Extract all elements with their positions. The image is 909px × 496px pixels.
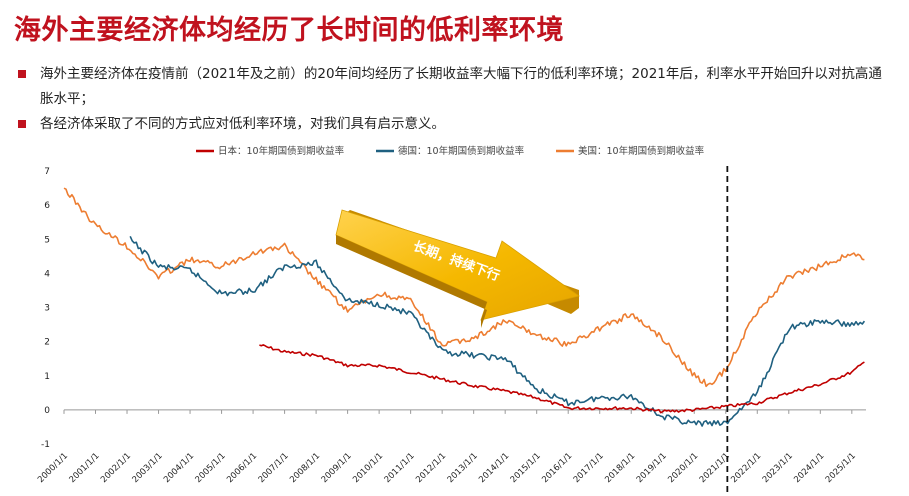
bullet-square-icon — [18, 120, 26, 128]
bullet-item-1: 海外主要经济体在疫情前（2021年及之前）的20年间均经历了长期收益率大幅下行的… — [14, 62, 894, 112]
x-tick-label: 2007/1/1 — [257, 451, 291, 485]
x-tick-label: 2005/1/1 — [194, 451, 228, 485]
x-tick-label: 2000/1/1 — [36, 451, 70, 485]
bullet-square-icon — [18, 70, 26, 78]
y-tick-label: 7 — [44, 167, 50, 177]
x-tick-label: 2023/1/1 — [761, 451, 795, 485]
yield-chart: 日本：10年期国债到期收益率 德国：10年期国债到期收益率 美国：10年期国债到期收… — [36, 145, 866, 496]
x-tick-label: 2017/1/1 — [572, 451, 606, 485]
legend-label: 日本：10年期国债到期收益率 — [218, 145, 345, 157]
x-tick-label: 2016/1/1 — [540, 451, 574, 485]
bullet-text-2: 各经济体采取了不同的方式应对低利率环境，对我们具有启示意义。 — [40, 116, 445, 132]
x-tick-label: 2009/1/1 — [320, 451, 354, 485]
legend-label: 美国：10年期国债到期收益率 — [578, 145, 705, 157]
chart-axes: -1 0 1 2 3 4 5 6 7 2000/1/12001/1/12002/1/12003/1… — [36, 167, 866, 485]
y-tick-label: 3 — [44, 304, 50, 314]
downtrend-arrow: 长期，持续下行 — [335, 209, 580, 328]
y-tick-label: 5 — [44, 235, 50, 245]
y-tick-label: 2 — [44, 338, 50, 348]
bullet-list: 海外主要经济体在疫情前（2021年及之前）的20年间均经历了长期收益率大幅下行的… — [14, 62, 894, 137]
x-tick-label: 2002/1/1 — [99, 451, 133, 485]
x-tick-label: 2025/1/1 — [824, 451, 858, 485]
chart-series — [63, 187, 866, 427]
series-line-us — [63, 187, 865, 388]
x-tick-label: 2008/1/1 — [288, 451, 322, 485]
chart-legend: 日本：10年期国债到期收益率 德国：10年期国债到期收益率 美国：10年期国债到期收… — [196, 145, 705, 157]
x-tick-label: 2014/1/1 — [477, 451, 511, 485]
x-tick-label: 2010/1/1 — [351, 451, 385, 485]
x-tick-label: 2011/1/1 — [383, 451, 417, 485]
x-tick-label: 2024/1/1 — [792, 451, 826, 485]
x-tick-label: 2006/1/1 — [225, 451, 259, 485]
x-tick-label: 2012/1/1 — [414, 451, 448, 485]
bullet-text-1: 海外主要经济体在疫情前（2021年及之前）的20年间均经历了长期收益率大幅下行的… — [40, 66, 882, 107]
x-tick-label: 2019/1/1 — [635, 451, 669, 485]
x-tick-label: 2015/1/1 — [509, 451, 543, 485]
legend-label: 德国：10年期国债到期收益率 — [398, 145, 525, 157]
bullet-item-2: 各经济体采取了不同的方式应对低利率环境，对我们具有启示意义。 — [14, 112, 894, 137]
y-tick-label: 6 — [44, 201, 50, 211]
x-tick-label: 2020/1/1 — [666, 451, 700, 485]
x-tick-label: 2018/1/1 — [603, 451, 637, 485]
x-tick-label: 2003/1/1 — [131, 451, 165, 485]
x-tick-label: 2022/1/1 — [729, 451, 763, 485]
y-tick-label: 4 — [44, 269, 50, 279]
x-tick-label: 2001/1/1 — [68, 451, 102, 485]
x-tick-label: 2004/1/1 — [162, 451, 196, 485]
page-title: 海外主要经济体均经历了长时间的低利率环境 — [14, 15, 564, 46]
y-tick-label: -1 — [41, 440, 50, 450]
series-line-germany — [129, 235, 866, 427]
series-line-japan — [259, 344, 865, 414]
y-tick-label: 1 — [44, 372, 50, 382]
x-tick-label: 2013/1/1 — [446, 451, 480, 485]
chart-annotations: 长期，持续下行 — [335, 166, 729, 496]
y-tick-label: 0 — [44, 406, 50, 416]
